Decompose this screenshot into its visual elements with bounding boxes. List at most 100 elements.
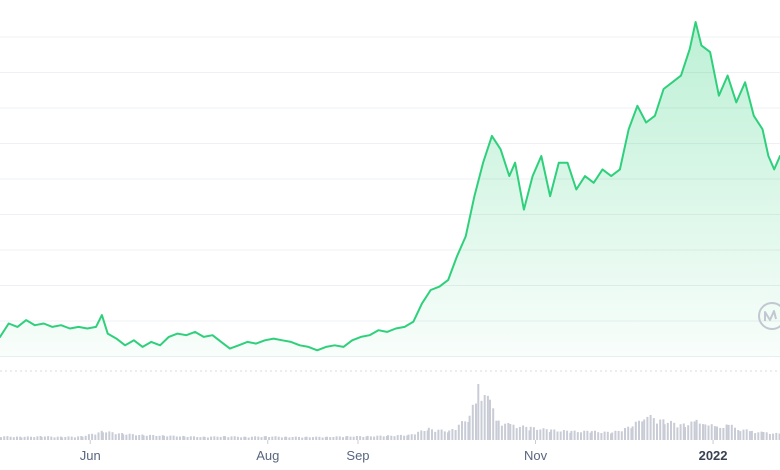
volume-bar (757, 432, 760, 440)
volume-bar (597, 432, 600, 440)
volume-bar (67, 436, 70, 440)
volume-bar (542, 428, 545, 440)
volume-bar (583, 430, 586, 440)
volume-bar (121, 433, 124, 440)
volume-bar (135, 435, 137, 440)
volume-bar (36, 436, 39, 440)
volume-bar (427, 427, 430, 440)
x-axis-ticks: Jun Aug Sep Nov 2022 (80, 440, 728, 463)
volume-bar (641, 421, 644, 440)
volume-bar (528, 430, 531, 440)
volume-bar (40, 437, 43, 440)
volume-bar (480, 400, 483, 440)
volume-bar (569, 432, 572, 440)
volume-bar (284, 436, 287, 440)
volume-bar (189, 436, 192, 440)
volume-bar (308, 437, 311, 440)
volume-bar (202, 436, 205, 440)
volume-bar (329, 437, 332, 440)
volume-bar (379, 435, 382, 440)
volume-bar (504, 423, 507, 440)
volume-bar (553, 429, 556, 440)
volume-bar (382, 436, 385, 440)
volume-bar (26, 436, 29, 440)
volume-bar (620, 431, 623, 440)
volume-bar (768, 434, 771, 440)
volume-bar (318, 436, 321, 440)
volume-bar (268, 437, 271, 440)
volume-bar (727, 424, 730, 440)
volume-bar (342, 437, 344, 440)
volume-bar (166, 436, 169, 440)
volume-bar (243, 436, 246, 440)
volume-bar (70, 436, 73, 440)
volume-bar (748, 431, 751, 440)
volume-bar (236, 436, 239, 440)
volume-bar (206, 437, 209, 440)
volume-bar (682, 423, 685, 440)
volume-bar (454, 430, 457, 440)
volume-bar (172, 435, 175, 440)
volume-bar (219, 436, 222, 440)
volume-bar (39, 436, 42, 440)
x-tick-label: Aug (256, 448, 279, 463)
volume-bar (369, 436, 372, 440)
volume-bar (500, 425, 503, 440)
volume-bar (50, 436, 53, 440)
volume-bar (101, 432, 104, 440)
volume-bar (536, 429, 539, 440)
volume-bar (280, 437, 283, 440)
volume-bar (59, 436, 62, 440)
volume-bar (673, 422, 676, 440)
volume-bar (656, 423, 658, 440)
volume-bar (509, 424, 512, 440)
volume-bar (594, 430, 596, 440)
volume-bar (631, 426, 634, 440)
volume-bar (690, 421, 693, 440)
volume-bar (352, 436, 355, 440)
volume-bar (489, 399, 491, 440)
volume-bar (285, 436, 288, 440)
volume-bar (376, 435, 379, 440)
volume-bar (56, 436, 59, 440)
volume-bar (548, 432, 551, 440)
volume-bar (91, 433, 94, 440)
volume-bar (345, 436, 348, 440)
volume-bar (216, 436, 219, 440)
volume-bar (155, 436, 158, 440)
volume-bar (580, 432, 582, 440)
volume-bar (108, 431, 111, 440)
volume-bar (550, 429, 553, 440)
volume-bar (224, 436, 227, 440)
volume-bar (707, 425, 710, 440)
volume-bar (291, 437, 294, 440)
volume-bar (413, 434, 416, 440)
volume-bar (145, 435, 148, 440)
volume-bar (294, 436, 297, 440)
volume-bar (326, 436, 328, 440)
volume-bar (532, 427, 535, 440)
volume-bar (483, 395, 486, 440)
x-tick-label: Nov (524, 448, 548, 463)
volume-bar (182, 435, 185, 440)
volume-bar (742, 429, 745, 440)
volume-bar (464, 421, 467, 440)
volume-bar (698, 423, 701, 440)
volume-bar (100, 430, 103, 440)
volume-bar (203, 436, 206, 440)
volume-bar (447, 432, 449, 440)
volume-bar (750, 430, 753, 440)
volume-bar (426, 430, 429, 440)
volume-bar (169, 435, 172, 440)
volume-bar (3, 436, 6, 440)
volume-bar (175, 436, 178, 440)
volume-bar (679, 424, 682, 440)
volume-bar (468, 415, 471, 440)
volume-bar (131, 434, 134, 440)
volume-bar (423, 431, 426, 440)
volume-bar (684, 427, 686, 440)
volume-bar (434, 431, 437, 440)
volume-bar (20, 437, 23, 440)
volume-bar (222, 436, 225, 440)
